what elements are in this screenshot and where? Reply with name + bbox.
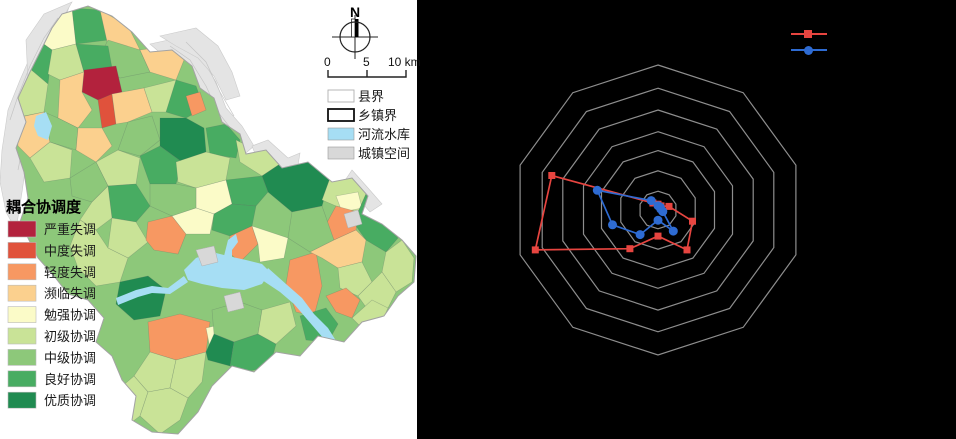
series-blue-marker: [646, 196, 656, 206]
class-label-2: 中度失调: [44, 243, 96, 258]
class-label-5: 勉强协调: [44, 308, 96, 323]
class-label-7: 中级协调: [44, 350, 96, 365]
north-arrow-label: N: [350, 4, 360, 20]
scale-label-5: 5: [363, 55, 370, 69]
class-label-1: 严重失调: [44, 222, 96, 237]
series-blue-marker: [668, 226, 678, 236]
series-blue-marker: [658, 207, 668, 217]
radar-legend-entry-blue: [789, 42, 829, 58]
urban-area-patches: [195, 209, 363, 313]
scale-bar: 0 5 10 km: [324, 55, 420, 78]
legend-label-county-boundary: 县界: [358, 89, 384, 104]
class-label-8: 良好协调: [44, 372, 96, 387]
series-red-marker: [689, 217, 696, 225]
radar-panel-background: [417, 0, 956, 439]
legend-swatch-urban-space: [327, 146, 355, 160]
series-blue-marker: [592, 185, 602, 195]
class-swatch-6: [7, 327, 37, 345]
series-blue-marker: [653, 215, 663, 225]
series-red-line: [534, 174, 694, 252]
legend-label-river-reservoir: 河流水库: [358, 127, 410, 142]
class-swatch-5: [7, 306, 37, 323]
scale-label-10km: 10 km: [388, 55, 420, 69]
series-red-marker: [654, 232, 662, 240]
radar-legend-circle-marker: [804, 45, 813, 55]
legend-label-urban-space: 城镇空间: [358, 146, 410, 161]
legend-label-township-boundary: 乡镇界: [358, 108, 397, 123]
series-red-marker: [665, 202, 673, 210]
radar-grid-ring: [519, 64, 797, 356]
series-red-marker: [626, 245, 634, 253]
series-red-marker: [531, 246, 539, 254]
legend-swatch-county-boundary: [327, 89, 355, 103]
class-swatch-1: [7, 220, 37, 238]
class-swatch-9: [7, 391, 37, 409]
map-legend-title: 耦合协调度: [6, 198, 82, 216]
radar-grid-ring: [582, 131, 734, 289]
scale-label-0: 0: [324, 55, 331, 69]
radar-grid-ring: [620, 170, 696, 250]
choropleth-map: N 0 5 10 km 县界 乡镇界 河流水库 城镇空间 耦合协调度: [0, 1, 420, 435]
radar-grid-ring: [541, 87, 775, 333]
radar-legend-square-marker: [804, 30, 812, 38]
class-label-3: 轻度失调: [44, 265, 96, 280]
radar-chart-legend: [789, 26, 829, 58]
class-swatch-4: [7, 284, 37, 302]
map-overlay-legend: 县界 乡镇界 河流水库 城镇空间: [327, 89, 410, 161]
class-swatch-2: [7, 242, 37, 259]
series-blue-marker: [608, 220, 617, 230]
class-swatch-8: [7, 370, 37, 388]
radar-grid-ring: [639, 190, 677, 230]
class-label-6: 初级协调: [44, 329, 96, 344]
series-red-marker: [548, 172, 556, 179]
map-class-legend: 耦合协调度 严重失调 中度失调 轻度失调 濒临失调 勉强协调 初级协调 中级协调…: [6, 198, 96, 409]
series-blue-marker: [635, 230, 645, 240]
series-red-marker: [683, 246, 691, 254]
class-swatch-3: [7, 263, 37, 281]
class-label-9: 优质协调: [44, 393, 96, 408]
legend-swatch-river-reservoir: [327, 127, 355, 141]
legend-swatch-township-boundary: [327, 108, 355, 122]
radar-legend-entry-red: [789, 26, 829, 42]
class-swatch-7: [7, 349, 37, 366]
north-arrow: N: [332, 4, 378, 59]
class-label-4: 濒临失调: [44, 286, 96, 301]
radar-grid-ring: [562, 109, 754, 311]
radar-grid-ring: [600, 149, 716, 271]
